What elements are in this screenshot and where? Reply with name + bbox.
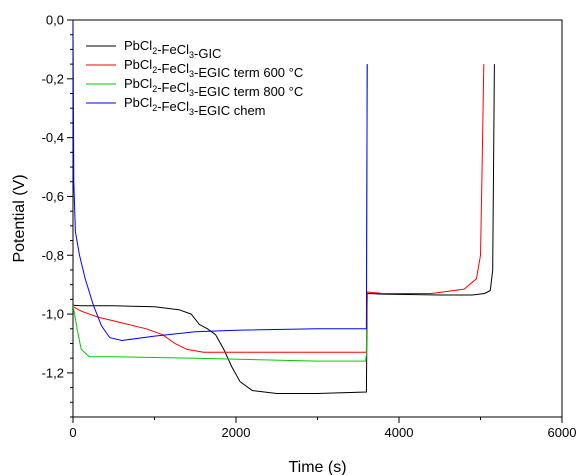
y-tick-label: -1,0 xyxy=(42,307,64,322)
y-tick-label: -0,4 xyxy=(42,130,64,145)
x-tick-label: 0 xyxy=(69,425,76,440)
y-tick-label: -0,6 xyxy=(42,189,64,204)
y-axis-title: Potential (V) xyxy=(11,174,28,262)
series-line-3 xyxy=(73,64,368,362)
x-axis-title: Time (s) xyxy=(288,459,346,475)
x-tick-label: 2000 xyxy=(222,425,251,440)
legend-label-2: PbCl2-FeCl3-EGIC term 600 °C xyxy=(124,57,303,80)
y-tick-label: 0,0 xyxy=(46,13,64,28)
axis-ticks: 0 2000 4000 6000 0,0 -0,2 -0,4 -0,6 -0,8 -1,0 -1,2 xyxy=(42,13,577,441)
series-line-4 xyxy=(73,19,368,342)
y-tick-label: -1,2 xyxy=(42,365,64,380)
legend-label-4: PbCl2-FeCl3-EGIC chem xyxy=(124,95,266,118)
legend-label-1: PbCl2-FeCl3-GIC xyxy=(124,38,221,61)
x-tick-label: 6000 xyxy=(548,425,577,440)
series-line-1 xyxy=(73,64,495,394)
series-lines xyxy=(73,19,495,394)
y-tick-label: -0,8 xyxy=(42,248,64,263)
x-tick-label: 4000 xyxy=(385,425,414,440)
y-tick-label: -0,2 xyxy=(42,71,64,86)
legend-label-3: PbCl2-FeCl3-EGIC term 800 °C xyxy=(124,76,303,99)
series-line-2 xyxy=(73,64,485,353)
